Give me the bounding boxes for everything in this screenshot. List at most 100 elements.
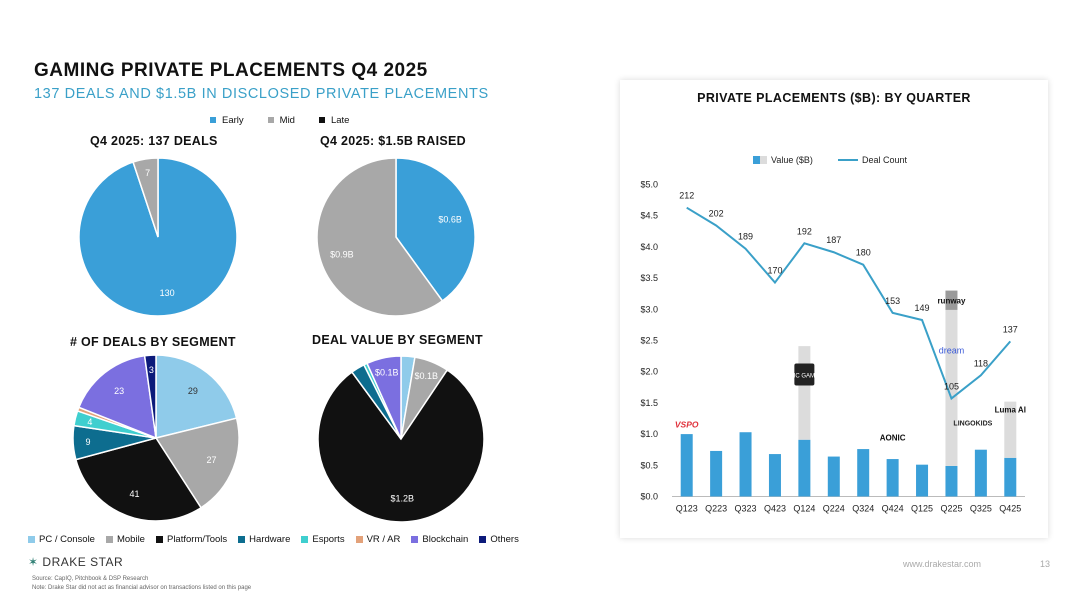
x-tick-q425: Q425 xyxy=(999,504,1021,514)
legend-item-pc-console: PC / Console xyxy=(28,534,95,545)
y-tick-2: $1.0 xyxy=(640,429,658,439)
bar-q223-s0 xyxy=(710,450,723,497)
pie4-title: DEAL VALUE BY SEGMENT xyxy=(312,333,483,347)
bar-q423-s0 xyxy=(768,454,781,497)
deal-count-label-q125: 149 xyxy=(915,303,930,313)
pie3-label-platform-tools: 41 xyxy=(130,489,140,499)
y-tick-0: $0.0 xyxy=(640,492,658,502)
x-tick-q125: Q125 xyxy=(911,504,933,514)
legend-item-platform-tools: Platform/Tools xyxy=(155,534,227,545)
quarterly-bar-chart: PRIVATE PLACEMENTS ($B): BY QUARTER Value… xyxy=(640,91,1026,514)
pie3-slice-platform-tools xyxy=(74,437,203,522)
footer-url: www.drakestar.com xyxy=(903,559,982,569)
legend-item-vr-ar: VR / AR xyxy=(355,534,400,545)
bar-q224-s0 xyxy=(827,456,840,497)
pie2-label-early: $0.6B xyxy=(438,214,462,224)
pie2-title: Q4 2025: $1.5B RAISED xyxy=(320,134,466,148)
deal-count-label-q224: 187 xyxy=(826,235,841,245)
y-tick-9: $4.5 xyxy=(640,211,658,221)
pie4-label-platform-tools: $1.2B xyxy=(390,494,414,504)
pie1-label-early: 130 xyxy=(160,288,175,298)
page-number: 13 xyxy=(1040,559,1051,569)
bar-q125-s0 xyxy=(916,464,929,497)
legend-item-esports: Esports xyxy=(301,534,345,545)
page-title: GAMING PRIVATE PLACEMENTS Q4 2025 xyxy=(34,60,428,81)
legend-item-hardware: Hardware xyxy=(238,534,290,545)
x-tick-q324: Q324 xyxy=(852,504,874,514)
y-tick-3: $1.5 xyxy=(640,398,658,408)
bar-q425-s0 xyxy=(1004,457,1017,497)
stage-legend: Early Mid Late xyxy=(210,115,349,126)
pie2-slice-early xyxy=(395,157,476,302)
logo-epic-games: EPIC GAMES xyxy=(786,374,823,380)
pie3-slice-pc-console xyxy=(155,354,238,439)
pie3-slice-mobile xyxy=(154,417,240,509)
deal-count-label-q423: 170 xyxy=(767,266,782,276)
legend-item-early: Early xyxy=(210,115,244,126)
pie1-title: Q4 2025: 137 DEALS xyxy=(90,134,218,148)
pie1-label-mid: 7 xyxy=(145,168,150,178)
bar-q225-s2 xyxy=(945,290,958,310)
legend-item-mobile: Mobile xyxy=(105,534,145,545)
deal-count-label-q225: 105 xyxy=(944,381,959,391)
x-tick-q323: Q323 xyxy=(735,504,757,514)
bar-q424-s0 xyxy=(886,459,899,497)
pie3-title: # OF DEALS BY SEGMENT xyxy=(70,335,236,349)
page-subtitle: 137 DEALS AND $1.5B IN DISCLOSED PRIVATE… xyxy=(34,86,489,102)
legend-label-deal-count: Deal Count xyxy=(862,155,908,165)
pie3-label-esports: 4 xyxy=(87,417,92,427)
source-note: Source: CapIQ, Pitchbook & DSP Research … xyxy=(32,576,252,591)
pie3-label-mobile: 27 xyxy=(207,455,217,465)
bar-chart-title: PRIVATE PLACEMENTS ($B): BY QUARTER xyxy=(697,91,971,105)
bar-chart-legend: Value ($B) Deal Count xyxy=(753,155,908,165)
pie4-label-blockchain: $0.1B xyxy=(375,367,399,377)
deal-count-label-q124: 192 xyxy=(797,226,812,236)
bar-q324-s0 xyxy=(857,449,870,497)
x-tick-q224: Q224 xyxy=(823,504,845,514)
pie2-label-mid: $0.9B xyxy=(330,250,354,260)
pie3-label-others: 3 xyxy=(149,365,154,375)
pie4-slice-blockchain xyxy=(366,355,402,440)
deal-count-label-q123: 212 xyxy=(679,191,694,201)
legend-item-blockchain: Blockchain xyxy=(411,534,468,545)
logo-luma-ai: Luma AI xyxy=(995,406,1026,415)
pie3-slice-others xyxy=(143,354,157,439)
legend-swatch-value-mid xyxy=(760,156,767,164)
drake-star-logo: ✶ DRAKE STAR xyxy=(28,555,124,569)
logo-lingokids: LINGOKIDS xyxy=(953,421,992,428)
pie3-slice-blockchain xyxy=(77,354,157,440)
y-tick-10: $5.0 xyxy=(640,180,658,190)
bar-q225-s0 xyxy=(945,465,958,497)
pie2-slice-mid xyxy=(316,157,444,317)
bar-q123-s0 xyxy=(680,434,693,497)
bar-q323-s0 xyxy=(739,432,752,497)
legend-item-late: Late xyxy=(318,115,349,126)
legend-swatch-value xyxy=(753,156,760,164)
star-icon: ✶ xyxy=(28,555,39,569)
x-tick-q325: Q325 xyxy=(970,504,992,514)
deal-count-label-q424: 153 xyxy=(885,296,900,306)
x-tick-q424: Q424 xyxy=(882,504,904,514)
deal-count-label-q425: 137 xyxy=(1003,324,1018,334)
segment-legend: PC / Console Mobile Platform/Tools Hardw… xyxy=(28,534,519,545)
deal-count-label-q324: 180 xyxy=(856,248,871,258)
pie3-label-pc-console: 29 xyxy=(188,386,198,396)
x-tick-q123: Q123 xyxy=(676,504,698,514)
logo-dream: dream xyxy=(939,346,965,356)
pie-charts: 130 7 $0.6B $0.9B 29 27 41 9 4 23 3 $0.1B $1.2B $0.1B xyxy=(72,157,485,523)
legend-item-others: Others xyxy=(479,534,519,545)
x-tick-q225: Q225 xyxy=(940,504,962,514)
pie4-label-mobile: $0.1B xyxy=(414,371,438,381)
logo-aonic: AONIC xyxy=(880,434,906,443)
bar-q325-s0 xyxy=(974,449,987,497)
bar-q425-s1 xyxy=(1004,401,1017,458)
x-tick-q223: Q223 xyxy=(705,504,727,514)
legend-item-mid: Mid xyxy=(267,115,295,126)
deal-count-line xyxy=(686,206,1012,401)
pie3-label-hardware: 9 xyxy=(86,437,91,447)
logo-vspo: VSPO xyxy=(675,420,699,430)
deal-count-label-q223: 202 xyxy=(709,209,724,219)
y-tick-5: $2.5 xyxy=(640,336,658,346)
deal-count-label-q325: 118 xyxy=(974,358,988,368)
pie3-label-blockchain: 23 xyxy=(114,386,124,396)
